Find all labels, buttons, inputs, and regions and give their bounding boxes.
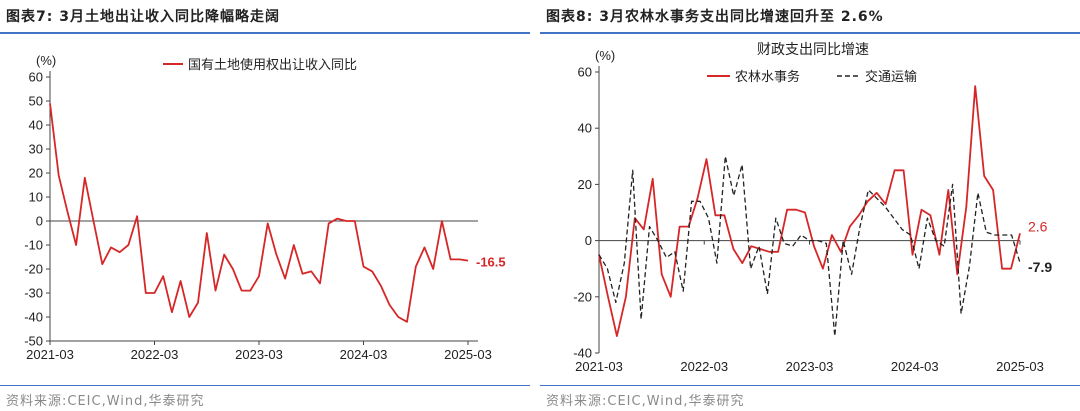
y-tick-label: 30 — [29, 142, 43, 157]
unit-label: (%) — [36, 53, 56, 68]
legend-label: 农林水事务 — [735, 69, 800, 84]
y-tick-label: -20 — [24, 262, 43, 277]
source-note: 资料来源:CEIC,Wind,华泰研究 — [546, 394, 745, 409]
y-tick-label: 20 — [29, 166, 43, 181]
panel-title: 图表7: 3月土地出让收入同比降幅略走阔 — [6, 9, 280, 25]
land-revenue-chart: (%) -50 -40 -30 -20 -10 0 10 20 30 40 50 60 2021-03 20… — [24, 53, 506, 362]
y-tick-label: 50 — [29, 94, 43, 109]
x-tick-label: 2022-03 — [131, 347, 179, 362]
x-tick-label: 2022-03 — [680, 359, 728, 374]
unit-label: (%) — [595, 48, 615, 63]
y-tick-label: 40 — [578, 121, 592, 136]
series-line-a — [598, 85, 1021, 337]
x-tick-label: 2024-03 — [340, 347, 388, 362]
fiscal-spending-chart: (%) -40 -20 0 20 40 60 2021-03 2022-03 2023-03 202… — [573, 41, 1052, 374]
legend-label: 国有土地使用权出让收入同比 — [188, 57, 357, 72]
legend-label: 交通运输 — [865, 69, 917, 84]
series-line-b — [598, 155, 1021, 337]
panel-title: 图表8: 3月农林水事务支出同比增速回升至 2.6% — [546, 9, 884, 25]
x-tick-label: 2023-03 — [786, 359, 834, 374]
end-value-label: -7.9 — [1028, 259, 1052, 275]
x-tick-label: 2025-03 — [444, 347, 492, 362]
x-tick-label: 2021-03 — [575, 359, 623, 374]
title-rule — [0, 32, 530, 34]
y-tick-label: -20 — [573, 289, 592, 304]
x-tick-label: 2023-03 — [235, 347, 283, 362]
source-note: 资料来源:CEIC,Wind,华泰研究 — [6, 394, 205, 409]
series-line-a — [49, 103, 469, 323]
y-tick-label: 0 — [36, 214, 43, 229]
bottom-rule — [540, 385, 1080, 386]
bottom-rule — [0, 385, 530, 386]
y-tick-label: 60 — [29, 70, 43, 85]
x-tick-label: 2024-03 — [891, 359, 939, 374]
title-rule — [540, 32, 1080, 34]
y-tick-label: -50 — [24, 334, 43, 349]
y-tick-label: 20 — [578, 177, 592, 192]
panel-land-revenue: 图表7: 3月土地出让收入同比降幅略走阔 (%) -50 -40 -30 -20 -10 0… — [0, 0, 530, 411]
end-value-label: 2.6 — [1028, 218, 1048, 234]
y-tick-label: 40 — [29, 118, 43, 133]
chart-title: 财政支出同比增速 — [757, 41, 869, 57]
y-tick-label: -40 — [24, 310, 43, 325]
end-value-label: -16.5 — [476, 255, 506, 270]
y-tick-label: -40 — [573, 346, 592, 361]
y-tick-label: 60 — [578, 65, 592, 80]
x-tick-label: 2021-03 — [26, 347, 74, 362]
y-tick-label: 0 — [585, 233, 592, 248]
panel-fiscal-spending: 图表8: 3月农林水事务支出同比增速回升至 2.6% (%) -40 -20 0 20 4… — [540, 0, 1080, 411]
y-tick-label: -10 — [24, 238, 43, 253]
y-tick-label: 10 — [29, 190, 43, 205]
x-tick-label: 2025-03 — [996, 359, 1044, 374]
y-tick-label: -30 — [24, 286, 43, 301]
